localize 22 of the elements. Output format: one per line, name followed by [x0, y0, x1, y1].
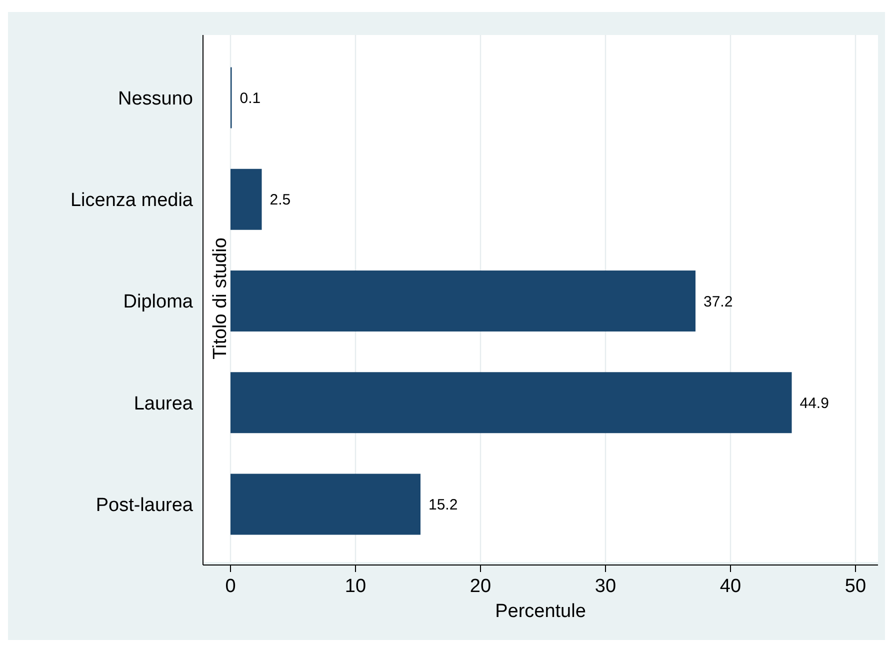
data-label: 15.2 — [428, 496, 458, 514]
bar — [230, 372, 792, 434]
x-tick-label: 40 — [720, 576, 742, 597]
x-axis-title: Percentule — [495, 601, 586, 622]
x-tick-label: 0 — [225, 576, 236, 597]
x-tick-label: 10 — [344, 576, 366, 597]
y-tick-label: Diploma — [123, 292, 194, 313]
y-tick-label: Nessuno — [118, 88, 193, 110]
y-tick-label: Licenza media — [70, 190, 194, 212]
bar — [230, 474, 420, 535]
x-tick-label: 20 — [470, 576, 492, 597]
y-tick-label: Post-laurea — [96, 494, 194, 516]
x-tick-label: 50 — [844, 576, 866, 597]
bar — [230, 270, 696, 332]
y-tick-label: Laurea — [134, 393, 194, 414]
bar — [230, 168, 262, 230]
data-label: 37.2 — [704, 293, 733, 310]
data-label: 44.9 — [800, 394, 829, 412]
data-label: 2.5 — [270, 192, 291, 209]
y-axis-title: Titolo di studio — [210, 238, 231, 360]
data-label: 0.1 — [240, 90, 261, 107]
x-tick-label: 30 — [594, 576, 616, 597]
